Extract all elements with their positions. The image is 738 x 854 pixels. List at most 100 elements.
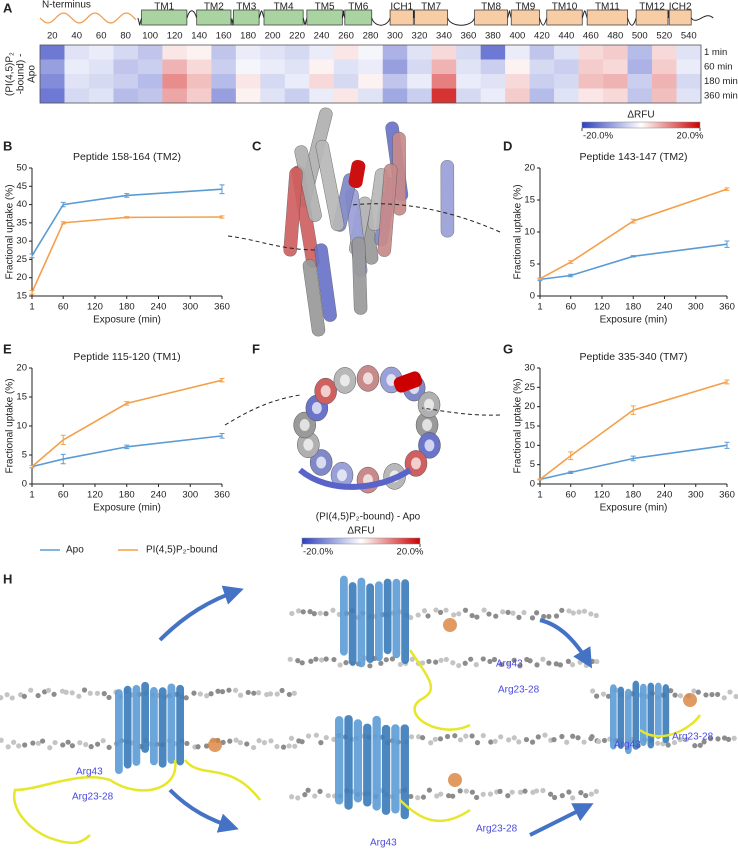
lipid xyxy=(76,693,82,699)
heat-cell xyxy=(529,88,555,104)
heat-cell xyxy=(186,45,212,60)
lipid xyxy=(703,692,709,698)
lipid xyxy=(232,687,239,693)
lipid xyxy=(559,793,565,799)
x-tick-label: 120 xyxy=(594,490,610,501)
heat-cell xyxy=(578,45,604,60)
lipid xyxy=(727,689,733,695)
loop xyxy=(538,17,548,26)
protein-helix xyxy=(391,724,400,814)
lipid xyxy=(529,739,536,745)
x-tick-label: 180 xyxy=(119,302,135,313)
helix-label: TM10 xyxy=(552,2,578,13)
lipid xyxy=(77,740,83,746)
lipid xyxy=(251,690,257,696)
x-tick-label: 60 xyxy=(96,31,107,42)
lipid xyxy=(219,689,226,695)
series-line xyxy=(539,243,728,281)
heat-cell xyxy=(456,59,481,75)
loop xyxy=(258,10,265,19)
heat-cell xyxy=(260,74,286,89)
lipid xyxy=(497,788,503,794)
protein-helix xyxy=(335,716,344,805)
lipid xyxy=(305,733,312,739)
lipid xyxy=(21,693,27,699)
error-bar xyxy=(568,451,574,461)
x-tick-label: 60 xyxy=(58,302,69,313)
helix-core xyxy=(311,402,322,415)
lipid xyxy=(408,734,415,740)
y-tick-label: 10 xyxy=(16,421,27,432)
lipid xyxy=(286,743,292,749)
lipid xyxy=(522,788,528,794)
x-tick-label: 20 xyxy=(47,31,58,42)
lipid xyxy=(35,740,42,746)
lipid xyxy=(330,607,336,613)
lipid xyxy=(52,739,58,746)
heat-cell xyxy=(456,88,481,104)
heat-cell xyxy=(137,59,163,75)
heat-cell xyxy=(333,88,359,104)
heat-cell xyxy=(211,45,237,60)
error-bar xyxy=(630,455,636,462)
lipid xyxy=(655,740,661,746)
x-tick-label: 460 xyxy=(583,31,599,42)
lipid xyxy=(268,738,274,744)
colorbar-label: -20.0% xyxy=(583,131,614,142)
lipid xyxy=(421,608,428,614)
lipid xyxy=(226,687,232,693)
lipid xyxy=(443,656,449,663)
lipid xyxy=(697,742,703,748)
heat-cell xyxy=(358,45,384,60)
x-tick-label: 140 xyxy=(191,31,207,42)
x-tick-label: 120 xyxy=(594,302,610,313)
helix-label: TM6 xyxy=(348,2,368,13)
helix-label: TM8 xyxy=(481,2,501,13)
heat-cell xyxy=(113,59,139,75)
lipid xyxy=(313,656,319,662)
protein-helix xyxy=(123,685,132,769)
error-bar xyxy=(568,273,574,278)
heat-cell xyxy=(260,59,286,75)
heat-cell xyxy=(627,88,653,104)
heat-cell xyxy=(554,88,579,104)
lipid xyxy=(420,794,427,800)
error-bar xyxy=(124,193,130,198)
lipid xyxy=(415,795,421,801)
x-tick-label: 260 xyxy=(338,31,354,42)
lipid xyxy=(553,613,560,619)
protein-helix xyxy=(158,687,167,768)
y-tick-label: 0 xyxy=(530,479,535,490)
helix xyxy=(377,163,398,257)
loop xyxy=(302,17,308,26)
helix-core xyxy=(303,438,314,451)
error-bar xyxy=(124,216,130,219)
row-label: 360 min xyxy=(704,90,738,101)
lipid xyxy=(488,739,494,745)
lipid xyxy=(510,610,516,616)
lipid xyxy=(569,662,576,668)
panel-label: G xyxy=(503,341,513,356)
lipid xyxy=(94,741,101,747)
lipid xyxy=(487,791,494,797)
heat-cell xyxy=(309,74,335,89)
panel-label: C xyxy=(252,138,262,153)
residue-label: Arg23-28 xyxy=(498,685,540,696)
heat-cell xyxy=(603,88,628,104)
lipid xyxy=(0,737,4,743)
protein-helix xyxy=(348,582,357,666)
series-line xyxy=(31,435,223,468)
protein-helix xyxy=(625,688,632,755)
lipid xyxy=(468,656,474,662)
x-tick-label: 200 xyxy=(265,31,281,42)
y-tick-label: 20 xyxy=(16,363,27,374)
lipid xyxy=(323,611,329,617)
heat-cell xyxy=(480,59,506,75)
lipid xyxy=(731,735,737,741)
lipid xyxy=(523,736,530,743)
heat-cell xyxy=(456,74,481,89)
residue-label: Arg43 xyxy=(76,767,103,778)
lipid xyxy=(450,793,456,799)
lipid xyxy=(498,661,504,668)
